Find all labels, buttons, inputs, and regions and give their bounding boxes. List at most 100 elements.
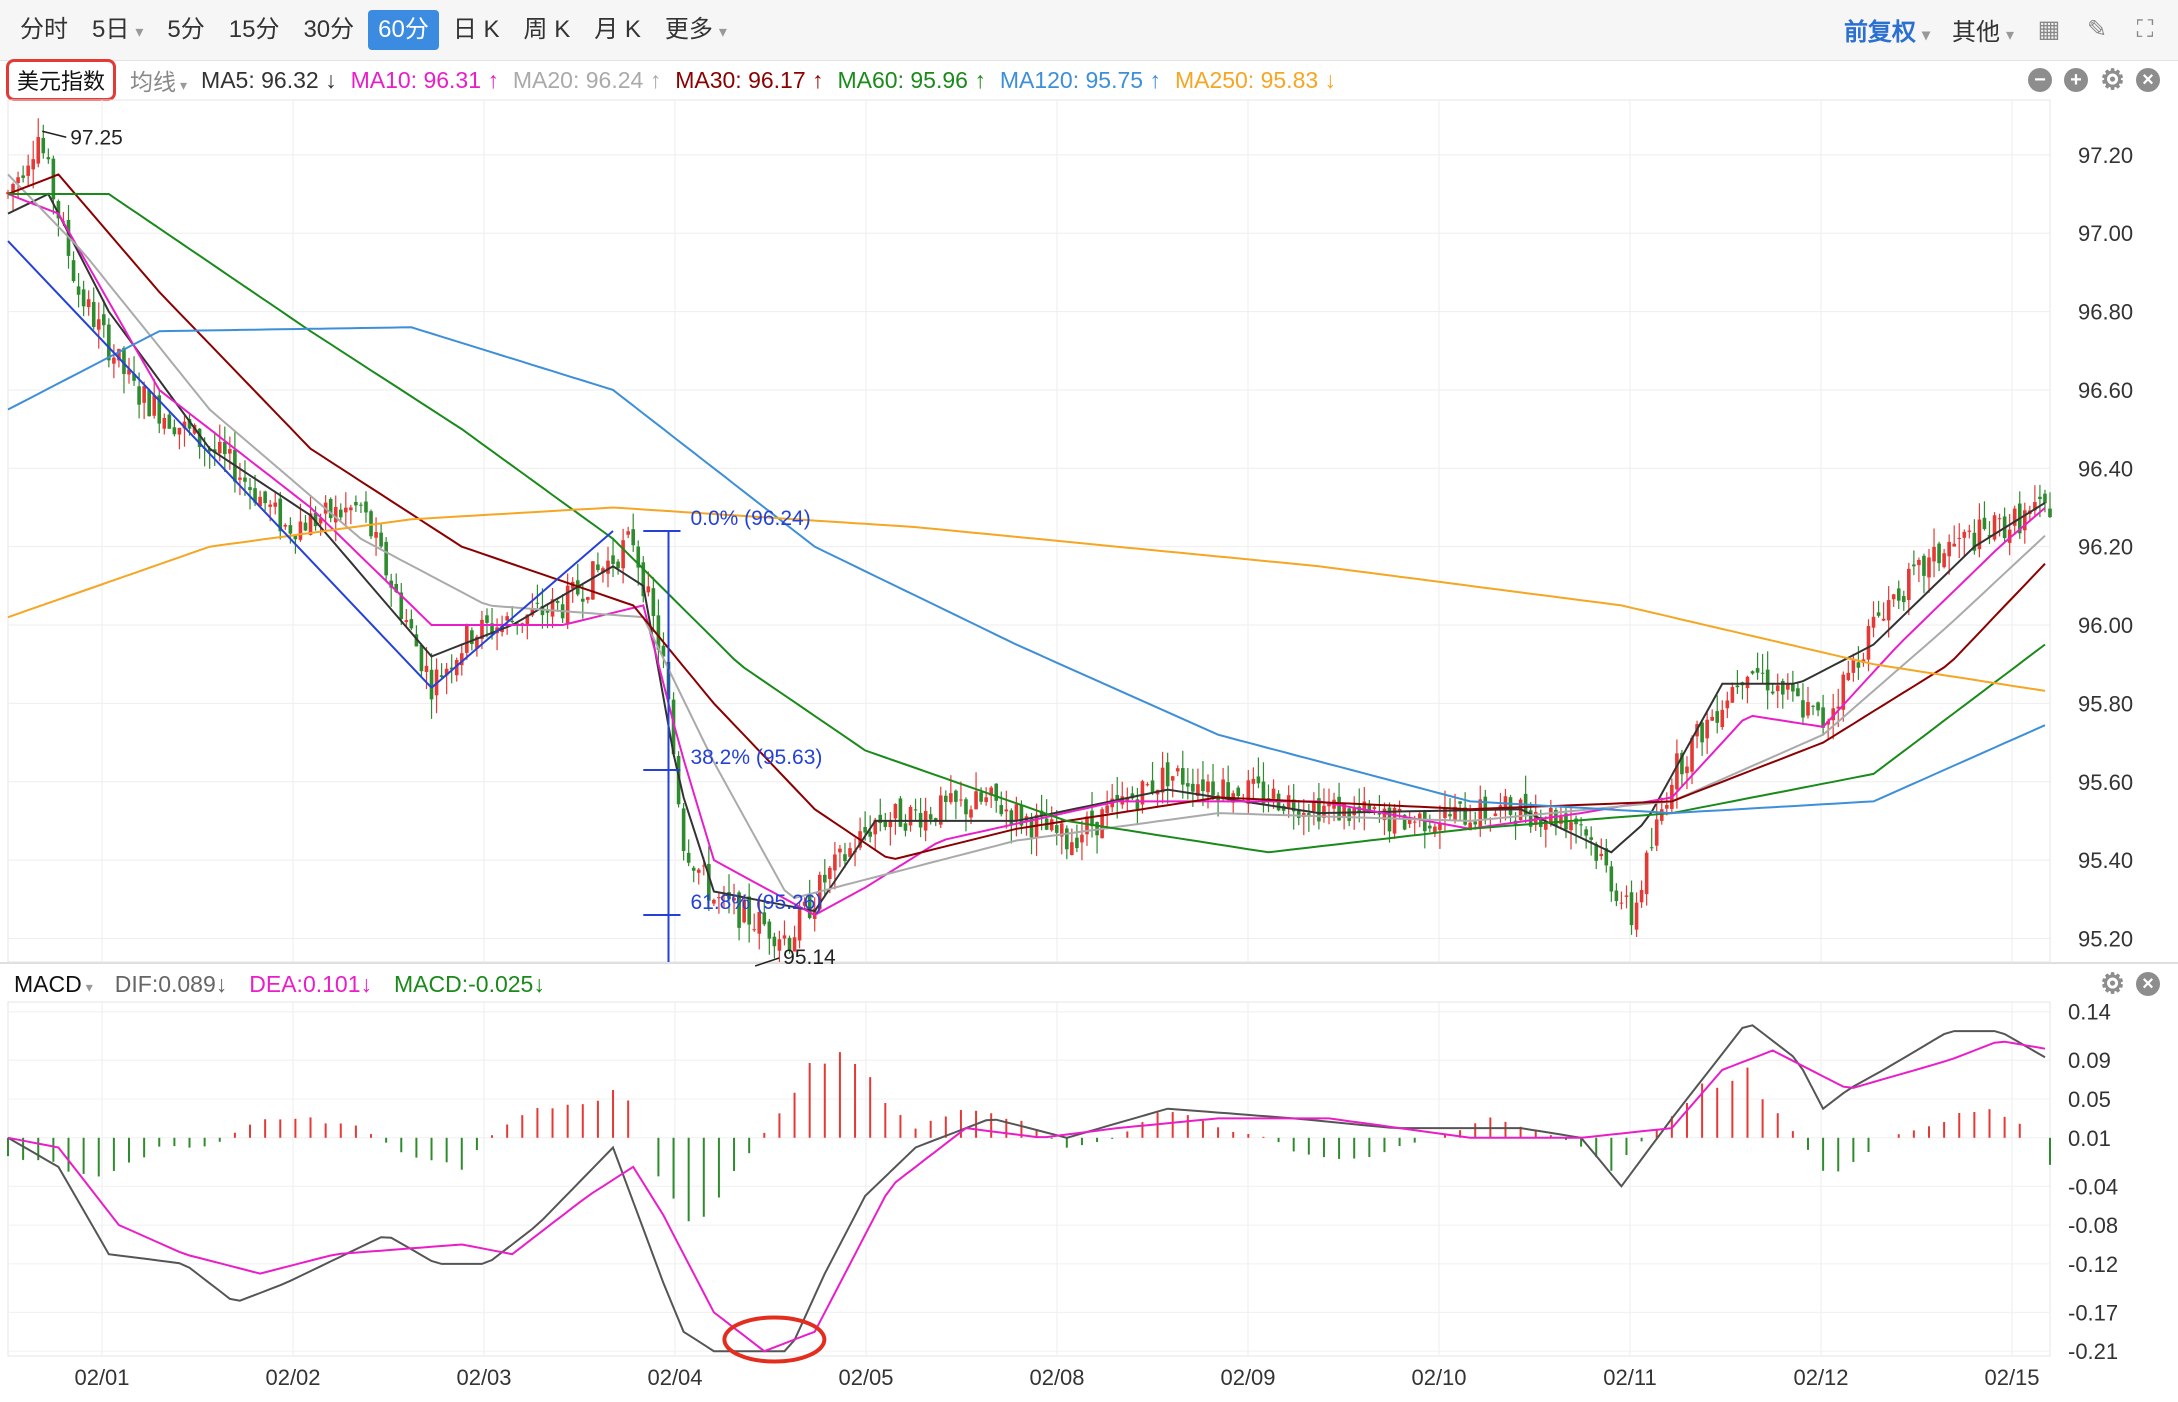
candle-body	[969, 809, 973, 818]
candle-body	[1992, 515, 1997, 540]
minus-icon[interactable]: −	[2028, 68, 2052, 92]
candle-body	[1009, 810, 1014, 826]
tab-daily-k[interactable]: 日 K	[452, 16, 500, 43]
candle-body	[1619, 902, 1624, 904]
candle-body	[2033, 502, 2037, 511]
macd-indicator-dropdown[interactable]: MACD ▾	[14, 970, 93, 997]
candle-body	[1594, 844, 1599, 861]
candle-body	[696, 869, 701, 873]
candle-body	[1841, 674, 1846, 710]
fib-level-label: 38.2% (95.63)	[690, 746, 822, 769]
macd-panel-frame	[7, 1001, 2051, 1357]
candle-body	[525, 614, 530, 624]
candle-body	[681, 808, 686, 851]
dea-line	[7, 1040, 2046, 1353]
grid-icon[interactable]: ▦	[2037, 15, 2061, 43]
price-y-tick-label: 96.00	[2078, 613, 2133, 638]
candle-body	[127, 369, 131, 375]
index-name-button[interactable]: 美元指数	[6, 59, 117, 101]
price-y-tick-label: 95.40	[2078, 848, 2133, 873]
candle-body	[1559, 816, 1563, 824]
candle-body	[1977, 519, 1982, 550]
x-tick-label: 02/12	[1793, 1365, 1848, 1390]
candle-body	[1997, 518, 2002, 520]
candle-body	[656, 615, 661, 650]
trend-line	[430, 530, 614, 689]
candle-body	[1982, 517, 1987, 530]
close-icon[interactable]: ×	[2136, 972, 2160, 996]
chevron-down-icon: ▾	[718, 24, 727, 41]
candle-body	[1337, 796, 1341, 821]
candle-body	[308, 513, 313, 535]
tab-more[interactable]: 更多 ▾	[664, 16, 727, 43]
fullscreen-icon[interactable]: ⛶	[2136, 15, 2154, 43]
candle-body	[1957, 537, 1962, 539]
tab-intraday[interactable]: 分时	[20, 16, 68, 43]
candle-body	[772, 936, 777, 947]
candle-body	[137, 386, 141, 405]
ma120-line	[7, 326, 2046, 815]
candle-body	[1478, 799, 1483, 829]
candle-body	[238, 477, 242, 480]
adjust-dropdown[interactable]: 前复权 ▾	[1843, 19, 1930, 46]
avg-line-dropdown[interactable]: 均线 ▾	[130, 69, 188, 95]
candle-body	[1896, 588, 1901, 601]
candle-body	[1256, 776, 1261, 784]
close-icon[interactable]: ×	[2136, 68, 2160, 92]
candle-body	[1317, 798, 1321, 822]
candle-body	[520, 623, 525, 625]
candle-body	[1881, 618, 1886, 621]
candle-body	[1589, 837, 1593, 840]
candle-body	[1584, 829, 1588, 836]
candle-body	[384, 541, 388, 576]
tab-60min[interactable]: 60分	[368, 10, 439, 50]
candle-body	[873, 819, 878, 835]
candle-body	[459, 653, 464, 666]
tab-5min[interactable]: 5分	[167, 16, 205, 43]
candle-body	[938, 795, 943, 825]
chevron-down-icon: ▾	[135, 24, 144, 41]
candle-body	[147, 390, 151, 417]
macd-y-tick-label: -0.08	[2068, 1213, 2118, 1238]
high-label: 97.25	[70, 126, 123, 149]
candle-body	[1473, 821, 1478, 825]
candle-body	[475, 636, 479, 649]
plus-icon[interactable]: +	[2064, 68, 2088, 92]
tab-weekly-k[interactable]: 周 K	[523, 16, 571, 43]
candle-body	[601, 568, 605, 573]
candle-body	[979, 792, 983, 802]
candle-body	[631, 529, 636, 546]
other-dropdown[interactable]: 其他 ▾	[1951, 19, 2014, 46]
candle-body	[954, 790, 958, 802]
toolbar-right: 前复权 ▾ 其他 ▾ ▦ ✎ ⛶	[1844, 12, 2158, 47]
candle-body	[1392, 807, 1397, 834]
candle-body	[1901, 596, 1906, 603]
candle-body	[545, 610, 550, 613]
candle-body	[263, 491, 267, 504]
ma10-value: MA10: 96.31 ↑	[350, 66, 499, 93]
draw-pen-icon[interactable]: ✎	[2086, 15, 2108, 43]
candle-body	[1463, 807, 1467, 825]
candle-body	[1811, 705, 1815, 707]
candle-body	[898, 798, 903, 827]
candle-body	[707, 863, 711, 901]
candle-body	[81, 289, 86, 307]
candle-body	[485, 615, 489, 623]
candle-body	[177, 427, 182, 435]
candle-body	[379, 532, 383, 547]
candle-body	[777, 939, 782, 951]
candle-body	[752, 929, 757, 931]
tab-5day[interactable]: 5日 ▾	[92, 16, 144, 43]
candle-body	[1362, 801, 1367, 812]
candle-body	[223, 441, 227, 455]
tab-monthly-k[interactable]: 月 K	[594, 16, 641, 43]
candle-body	[1014, 804, 1019, 821]
candle-body	[888, 821, 893, 828]
tab-30min[interactable]: 30分	[303, 16, 355, 43]
candle-body	[1533, 811, 1538, 825]
candle-body	[737, 892, 741, 928]
candle-body	[505, 616, 509, 621]
tab-15min[interactable]: 15分	[228, 16, 280, 43]
candle-body	[187, 419, 192, 429]
